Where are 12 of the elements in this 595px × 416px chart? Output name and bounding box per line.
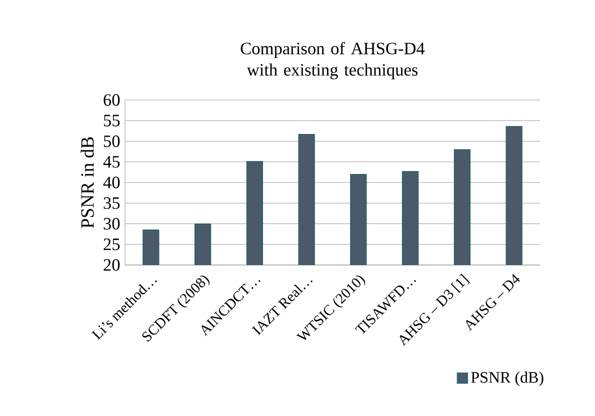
chart-title: Comparison of AHSG-D4 with existing techniques [240, 42, 425, 80]
y-tick-label: 20 [104, 259, 120, 271]
y-tick-label: 50 [104, 135, 120, 148]
y-tick-label: 35 [104, 197, 120, 209]
y-tick-label: 25 [104, 238, 120, 250]
y-tick-label: 40 [103, 176, 120, 188]
legend-label: PSNR (dB) [471, 372, 544, 386]
y-tick-label: 55 [104, 114, 120, 126]
y-tick-label: 60 [104, 94, 120, 106]
y-tick-label: 45 [103, 156, 120, 168]
y-axis-title: PSNR in dB [80, 137, 94, 228]
y-tick-label: 30 [104, 218, 120, 230]
